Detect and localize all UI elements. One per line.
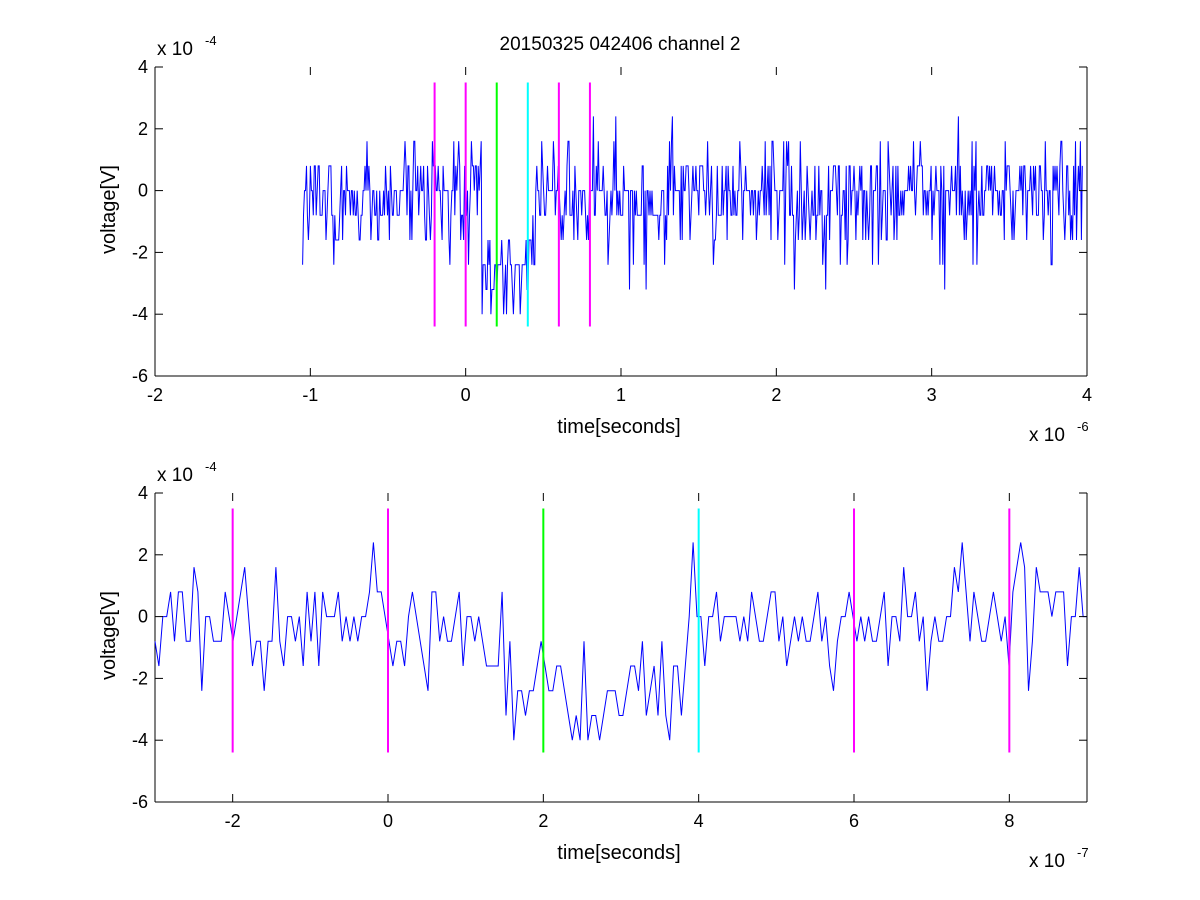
y-exponent-value: -4 — [205, 33, 217, 48]
x-tick-label: 0 — [383, 811, 393, 831]
signal-series-line — [302, 116, 1083, 315]
y-axis-label: voltage[V] — [98, 591, 120, 680]
y-tick-label: 2 — [138, 119, 148, 139]
y-tick-label: 2 — [138, 545, 148, 565]
top-plot: -2 -1 0 1 2 3 4 -6 -4 -2 0 2 4 x 10 -4 x 10 -6 time[secon… — [98, 33, 1092, 446]
y-tick-label: 4 — [138, 57, 148, 77]
y-axis-label: voltage[V] — [98, 165, 120, 254]
y-tick-label: -4 — [132, 304, 148, 324]
x-tick-label: 2 — [538, 811, 548, 831]
y-tick-label: -2 — [132, 242, 148, 262]
y-tick-label: -4 — [132, 730, 148, 750]
y-exponent-value: -4 — [205, 459, 217, 474]
y-exponent-label: x 10 — [157, 465, 193, 486]
x-tick-label: -2 — [147, 385, 163, 405]
x-tick-label: 6 — [849, 811, 859, 831]
y-tick-label: 0 — [138, 607, 148, 627]
bottom-plot: -2 0 2 4 6 8 -6 -4 -2 0 2 4 x 10 -4 x 10 -7 time[seconds… — [98, 459, 1089, 872]
x-tick-label: 2 — [771, 385, 781, 405]
x-exponent-value: -6 — [1077, 419, 1089, 434]
x-tick-label: 1 — [616, 385, 626, 405]
y-exponent-label: x 10 — [157, 39, 193, 60]
x-exponent-value: -7 — [1077, 845, 1089, 860]
y-tick-label: 4 — [138, 483, 148, 503]
y-tick-label: -6 — [132, 366, 148, 386]
y-tick-label: -6 — [132, 792, 148, 812]
x-tick-label: 8 — [1004, 811, 1014, 831]
x-axis-label: time[seconds] — [557, 416, 680, 438]
x-tick-label: -2 — [225, 811, 241, 831]
x-exponent-label: x 10 — [1029, 851, 1065, 872]
x-exponent-label: x 10 — [1029, 425, 1065, 446]
x-tick-label: 3 — [927, 385, 937, 405]
figure-title: 20150325 042406 channel 2 — [500, 34, 741, 55]
x-axis-label: time[seconds] — [557, 842, 680, 864]
y-tick-label: -2 — [132, 668, 148, 688]
y-tick-label: 0 — [138, 181, 148, 201]
signal-series-line — [154, 542, 1087, 741]
x-tick-label: 0 — [461, 385, 471, 405]
x-tick-label: -1 — [302, 385, 318, 405]
x-tick-label: 4 — [1082, 385, 1092, 405]
x-tick-label: 4 — [694, 811, 704, 831]
